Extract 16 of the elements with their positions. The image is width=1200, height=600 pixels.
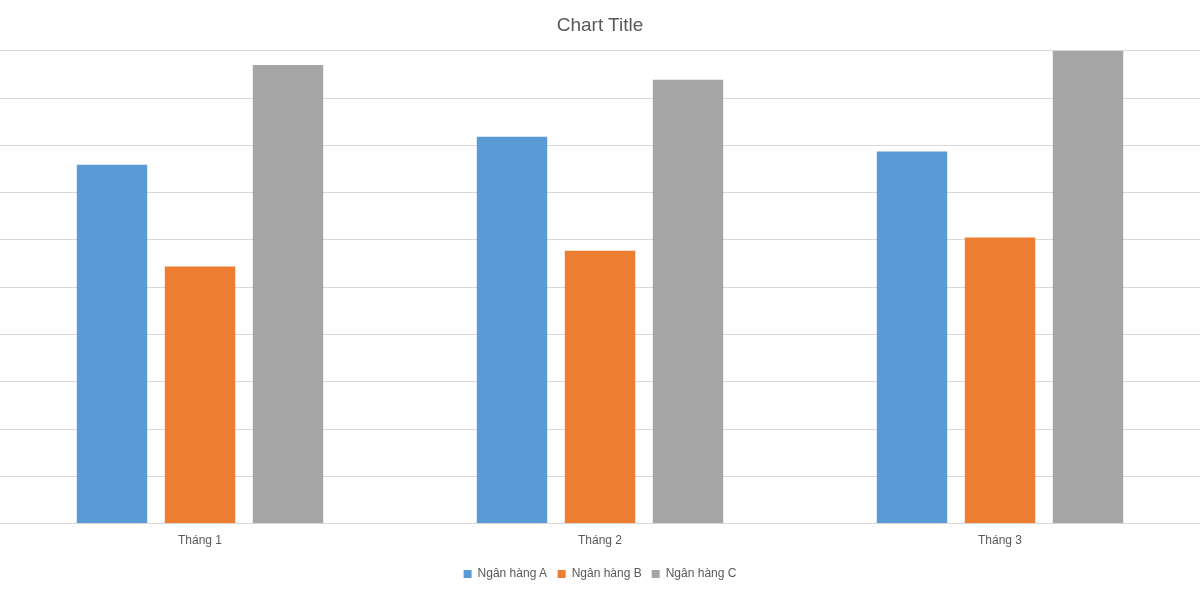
bar	[1052, 50, 1124, 524]
bar	[876, 151, 948, 524]
bar	[964, 237, 1036, 524]
legend-label: Ngân hàng B	[571, 566, 642, 581]
legend-label: Ngân hàng A	[477, 566, 547, 581]
x-tick-label: Tháng 1	[177, 533, 223, 548]
x-tick-label: Tháng 3	[977, 533, 1023, 548]
bar	[164, 266, 236, 524]
bar	[652, 79, 724, 524]
bar	[476, 136, 548, 524]
bar	[76, 164, 148, 524]
bar	[564, 250, 636, 524]
legend-label: Ngân hàng C	[665, 566, 737, 581]
x-tick-label: Tháng 2	[577, 533, 623, 548]
bar	[252, 64, 324, 524]
chart-title: Chart Title	[556, 13, 644, 35]
